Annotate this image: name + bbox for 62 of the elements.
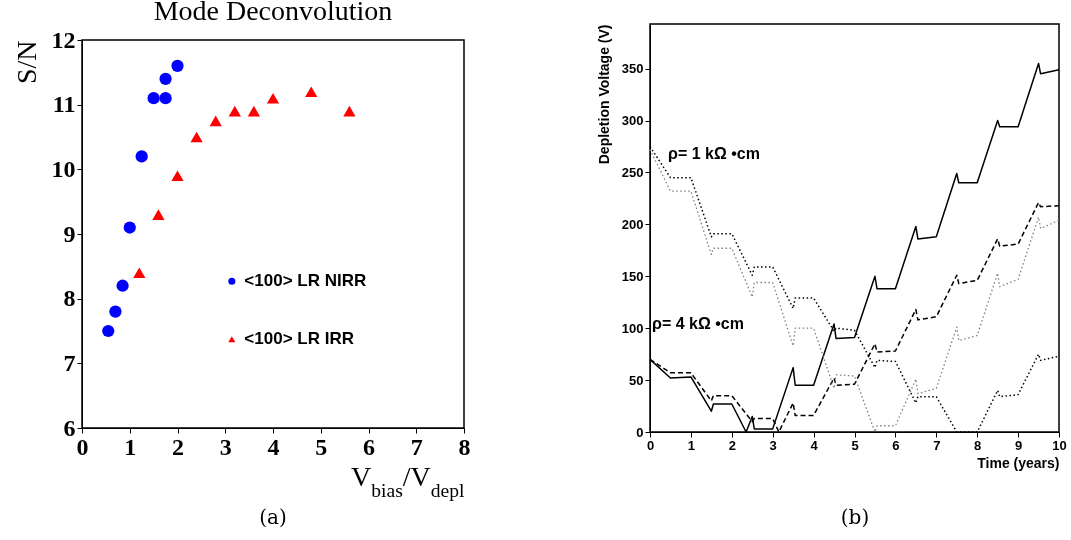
point [133, 267, 146, 279]
x-tick-label: 6 [892, 437, 900, 453]
point [102, 324, 115, 338]
y-tick-label: 100 [621, 320, 644, 336]
point [147, 92, 160, 105]
y-tick-label: 350 [621, 61, 644, 77]
y-tick-label: 250 [621, 164, 644, 180]
text: (b) [840, 505, 870, 529]
point [123, 221, 136, 234]
point [343, 105, 356, 117]
point [152, 209, 165, 220]
annotation: ρ= 1 kΩ •cm [668, 145, 760, 163]
y-tick-label: 300 [621, 113, 644, 129]
annotation: ρ= 4 kΩ •cm [652, 315, 744, 333]
x-tick-label: 7 [933, 437, 941, 453]
x-tick-label: 5 [315, 433, 328, 460]
point [209, 115, 222, 127]
point [228, 105, 241, 117]
point [305, 86, 318, 98]
x-tick-label: 4 [267, 433, 280, 460]
point [247, 105, 261, 117]
x-tick-label: 8 [458, 433, 471, 460]
point [159, 92, 172, 105]
x-tick-label: 8 [974, 437, 982, 453]
x-tick-label: 3 [769, 437, 777, 453]
legend-label: <100> LR NIRR [244, 271, 367, 291]
y-tick-label: 200 [621, 216, 644, 232]
point [171, 170, 184, 182]
point [171, 59, 184, 72]
point [109, 305, 122, 318]
chart-title: Mode Deconvolution [153, 0, 393, 26]
x-tick-label: 5 [851, 437, 859, 453]
y-tick-label: 7 [63, 349, 76, 376]
x-tick-label: 7 [410, 433, 423, 460]
legend-label: <100> LR IRR [244, 329, 354, 349]
x-axis-title: V$_{bias}$/V$_{depl}$ [350, 460, 466, 500]
x-tick-label: 0 [646, 437, 655, 453]
y-axis-title: Depletion Voltage (V) [595, 24, 612, 165]
x-tick-label: 4 [810, 437, 819, 453]
y-tick-label: 50 [629, 372, 644, 388]
x-tick-label: 6 [363, 433, 375, 460]
x-tick-label: 10 [1052, 437, 1067, 453]
point [266, 92, 280, 104]
point [159, 72, 172, 85]
y-tick-label: 150 [621, 268, 644, 284]
x-tick-label: 2 [728, 437, 736, 453]
x-tick-label: 1 [124, 433, 137, 460]
text: (a) [259, 505, 287, 529]
point [190, 131, 203, 143]
y-tick-label: 11 [52, 91, 76, 118]
x-tick-label: 9 [1014, 437, 1023, 453]
y-axis-title: S/N [10, 40, 42, 85]
x-tick-label: 3 [219, 433, 232, 460]
x-tick-label: 1 [687, 437, 696, 453]
x-tick-label: 2 [172, 433, 184, 460]
y-tick-label: 8 [63, 285, 76, 312]
y-tick-label: 12 [51, 26, 76, 53]
point [135, 150, 148, 163]
point [116, 279, 129, 292]
x-axis-title: Time (years) [977, 454, 1060, 471]
y-tick-label: 9 [63, 220, 76, 247]
y-tick-label: 10 [51, 155, 76, 182]
